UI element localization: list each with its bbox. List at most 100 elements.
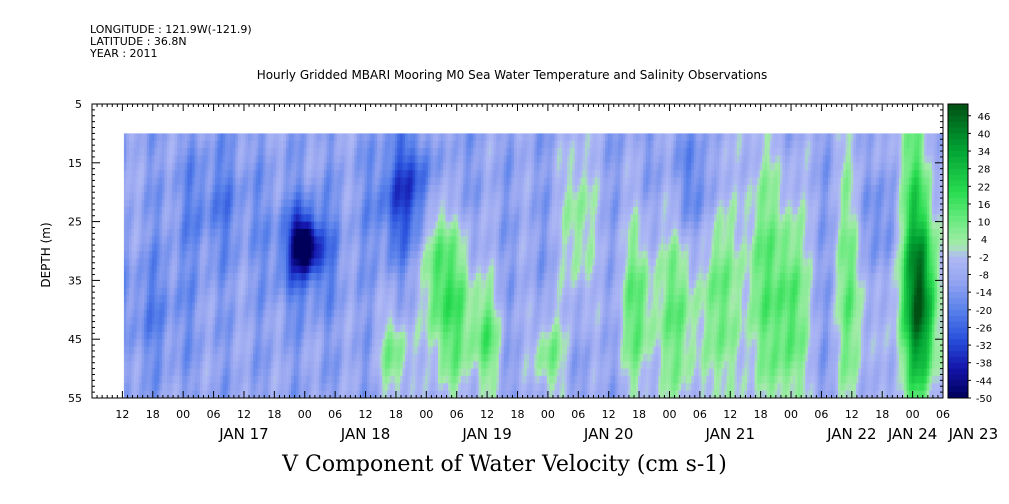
field-cell bbox=[286, 170, 290, 179]
field-cell bbox=[291, 273, 295, 281]
field-cell bbox=[222, 287, 226, 296]
field-cell bbox=[283, 251, 287, 259]
field-cell bbox=[288, 295, 292, 304]
field-cell bbox=[367, 177, 371, 186]
field-cell bbox=[303, 383, 307, 392]
field-cell bbox=[227, 346, 231, 355]
field-cell bbox=[258, 353, 262, 362]
field-cell bbox=[146, 302, 150, 311]
field-cell bbox=[260, 280, 264, 289]
field-cell bbox=[265, 162, 269, 171]
field-cell bbox=[354, 162, 358, 171]
field-cell bbox=[286, 221, 290, 230]
field-cell bbox=[220, 192, 224, 201]
field-cell bbox=[245, 309, 249, 318]
field-cell bbox=[273, 192, 277, 201]
field-cell bbox=[313, 295, 317, 304]
field-cell bbox=[324, 383, 328, 392]
field-cell bbox=[311, 383, 315, 392]
field-cell bbox=[374, 148, 378, 156]
field-cell bbox=[306, 368, 310, 377]
field-cell bbox=[134, 133, 138, 142]
field-cell bbox=[354, 287, 358, 296]
field-cell bbox=[172, 162, 176, 171]
field-cell bbox=[331, 339, 335, 348]
field-cell bbox=[288, 302, 292, 311]
field-cell bbox=[164, 228, 168, 237]
field-cell bbox=[341, 170, 345, 179]
field-cell bbox=[199, 368, 203, 377]
field-cell bbox=[303, 353, 307, 362]
field-cell bbox=[240, 383, 244, 392]
field-cell bbox=[313, 177, 317, 186]
field-cell bbox=[362, 346, 366, 355]
field-cell bbox=[258, 148, 262, 156]
field-cell bbox=[210, 302, 214, 311]
field-cell bbox=[265, 177, 269, 186]
field-cell bbox=[339, 346, 343, 355]
field-cell bbox=[293, 375, 297, 384]
field-cell bbox=[230, 155, 234, 164]
field-cell bbox=[245, 221, 249, 230]
field-cell bbox=[194, 383, 198, 392]
field-cell bbox=[311, 192, 315, 201]
field-cell bbox=[367, 280, 371, 289]
field-cell bbox=[374, 287, 378, 296]
field-cell bbox=[369, 251, 373, 259]
field-cell bbox=[250, 140, 254, 149]
field-cell bbox=[293, 162, 297, 171]
field-cell bbox=[268, 155, 272, 164]
field-cell bbox=[354, 177, 358, 186]
field-cell bbox=[154, 375, 158, 384]
field-cell bbox=[308, 133, 312, 142]
field-cell bbox=[202, 361, 206, 370]
field-cell bbox=[126, 375, 130, 384]
field-cell bbox=[189, 206, 193, 215]
field-cell bbox=[354, 353, 358, 362]
field-cell bbox=[326, 148, 330, 156]
field-cell bbox=[237, 353, 241, 362]
field-cell bbox=[268, 331, 272, 340]
field-cell bbox=[179, 170, 183, 179]
field-cell bbox=[255, 192, 259, 201]
field-cell bbox=[184, 251, 188, 259]
field-cell bbox=[263, 375, 267, 384]
field-cell bbox=[283, 148, 287, 156]
field-cell bbox=[316, 228, 320, 237]
field-cell bbox=[161, 177, 165, 186]
field-cell bbox=[316, 339, 320, 348]
field-cell bbox=[217, 353, 221, 362]
field-cell bbox=[146, 192, 150, 201]
field-cell bbox=[301, 265, 305, 274]
field-cell bbox=[288, 309, 292, 318]
field-cell bbox=[129, 273, 133, 281]
field-cell bbox=[288, 258, 292, 267]
field-cell bbox=[273, 148, 277, 156]
field-cell bbox=[161, 324, 165, 333]
field-cell bbox=[288, 148, 292, 156]
field-cell bbox=[167, 265, 171, 274]
field-cell bbox=[336, 206, 340, 215]
field-cell bbox=[161, 265, 165, 274]
field-cell bbox=[268, 287, 272, 296]
field-cell bbox=[291, 228, 295, 237]
field-cell bbox=[374, 265, 378, 274]
field-cell bbox=[215, 162, 219, 171]
field-cell bbox=[326, 287, 330, 296]
field-cell bbox=[164, 177, 168, 186]
field-cell bbox=[362, 280, 366, 289]
field-cell bbox=[255, 243, 259, 252]
field-cell bbox=[245, 339, 249, 348]
field-cell bbox=[326, 265, 330, 274]
field-cell bbox=[217, 309, 221, 318]
field-cell bbox=[273, 162, 277, 171]
field-cell bbox=[265, 353, 269, 362]
field-cell bbox=[369, 133, 373, 142]
field-cell bbox=[329, 214, 333, 223]
field-cell bbox=[172, 368, 176, 377]
field-cell bbox=[237, 375, 241, 384]
field-cell bbox=[356, 339, 360, 348]
field-cell bbox=[215, 324, 219, 333]
field-cell bbox=[189, 375, 193, 384]
field-cell bbox=[255, 214, 259, 223]
